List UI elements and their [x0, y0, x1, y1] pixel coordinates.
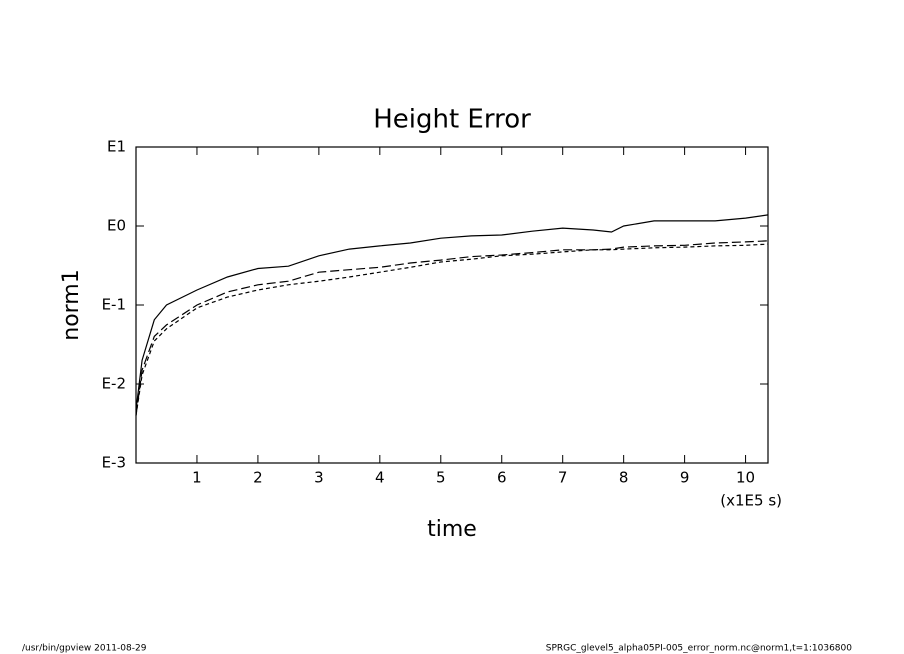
x-tick-label: 9: [680, 469, 690, 487]
x-tick-label: 10: [736, 469, 755, 487]
y-axis-label: norm1: [59, 269, 84, 341]
x-tick-label: 1: [192, 469, 202, 487]
y-tick-label: E-1: [102, 296, 126, 314]
x-tick-label: 3: [314, 469, 324, 487]
footer-right: SPRGC_glevel5_alpha05PI-005_error_norm.n…: [546, 644, 853, 654]
y-tick-label: E-3: [102, 454, 126, 472]
y-tick-label: E1: [107, 138, 126, 156]
x-axis-unit: (x1E5 s): [720, 492, 782, 510]
x-axis-label: time: [427, 517, 477, 542]
data-line: [135, 243, 769, 416]
x-tick-label: 6: [497, 469, 507, 487]
footer-left: /usr/bin/gpview 2011-08-29: [22, 644, 147, 654]
y-tick-label: E-2: [102, 375, 126, 393]
x-tick-label: 4: [375, 469, 385, 487]
x-tick-label: 8: [619, 469, 629, 487]
data-line: [135, 214, 769, 410]
plot-frame: [135, 146, 769, 464]
x-tick-label: 2: [253, 469, 263, 487]
x-tick-label: 7: [558, 469, 568, 487]
y-tick-label: E0: [107, 217, 126, 235]
x-tick-label: 5: [436, 469, 446, 487]
data-line: [135, 240, 769, 416]
chart-title: Height Error: [373, 105, 531, 135]
